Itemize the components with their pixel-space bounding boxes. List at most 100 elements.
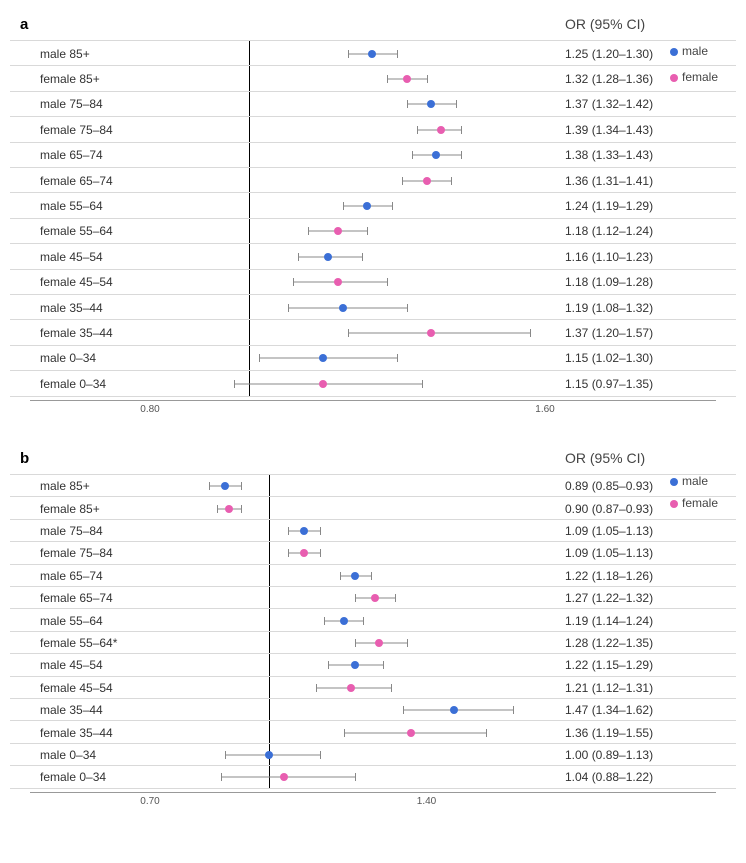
row-label: male 45–54 bbox=[40, 658, 103, 672]
ci-cap-high bbox=[367, 227, 368, 235]
row-label: female 0–34 bbox=[40, 770, 106, 784]
ci-cap-low bbox=[344, 729, 345, 737]
male-point-icon bbox=[300, 527, 308, 535]
forest-row: female 75–841.09 (1.05–1.13) bbox=[10, 541, 736, 564]
ci-cap-high bbox=[320, 751, 321, 759]
ci-cap-low bbox=[348, 50, 349, 58]
ci-cap-low bbox=[259, 354, 260, 362]
forest-row: female 45–541.18 (1.09–1.28) bbox=[10, 269, 736, 295]
male-point-icon bbox=[221, 482, 229, 490]
forest-row: male 35–44 1.47 (1.34–1.62) bbox=[10, 698, 736, 721]
ci-cap-low bbox=[234, 380, 235, 388]
ci-cap-high bbox=[392, 202, 393, 210]
male-point-icon bbox=[427, 100, 435, 108]
row-or-value: 1.18 (1.12–1.24) bbox=[565, 224, 653, 238]
ci-cap-low bbox=[293, 278, 294, 286]
ci-cap-low bbox=[403, 706, 404, 714]
row-label: male 65–74 bbox=[40, 148, 103, 162]
ci-cap-high bbox=[383, 661, 384, 669]
row-label: male 45–54 bbox=[40, 250, 103, 264]
ci-cap-high bbox=[241, 482, 242, 490]
row-or-value: 1.18 (1.09–1.28) bbox=[565, 275, 653, 289]
row-label: female 65–74 bbox=[40, 174, 113, 188]
forest-row: female 0–341.04 (0.88–1.22) bbox=[10, 765, 736, 788]
column-header-or: OR (95% CI) bbox=[565, 450, 645, 466]
ci-cap-low bbox=[298, 253, 299, 261]
ci-cap-high bbox=[486, 729, 487, 737]
forest-plot-panel-b: bOR (95% CI)malefemalemale 85+0.89 (0.85… bbox=[10, 444, 736, 824]
row-or-value: 1.09 (1.05–1.13) bbox=[565, 524, 653, 538]
forest-row: male 75–84 1.09 (1.05–1.13) bbox=[10, 519, 736, 542]
row-or-value: 1.38 (1.33–1.43) bbox=[565, 148, 653, 162]
ci-cap-low bbox=[402, 177, 403, 185]
male-point-icon bbox=[363, 202, 371, 210]
row-label: male 75–84 bbox=[40, 524, 103, 538]
female-point-icon bbox=[371, 594, 379, 602]
male-point-icon bbox=[324, 253, 332, 261]
ci-cap-high bbox=[397, 50, 398, 58]
ci-cap-high bbox=[427, 75, 428, 83]
row-or-value: 0.90 (0.87–0.93) bbox=[565, 502, 653, 516]
forest-row: female 0–341.15 (0.97–1.35) bbox=[10, 370, 736, 396]
ci-cap-high bbox=[407, 639, 408, 647]
x-axis-line bbox=[30, 400, 716, 401]
forest-row: male 55–64 1.19 (1.14–1.24) bbox=[10, 608, 736, 631]
forest-row: female 55–64*1.28 (1.22–1.35) bbox=[10, 631, 736, 654]
male-point-icon bbox=[339, 304, 347, 312]
ci-cap-high bbox=[461, 126, 462, 134]
row-or-value: 1.37 (1.32–1.42) bbox=[565, 97, 653, 111]
row-label: male 85+ bbox=[40, 479, 90, 493]
row-or-value: 1.37 (1.20–1.57) bbox=[565, 326, 653, 340]
row-label: male 55–64 bbox=[40, 614, 103, 628]
row-or-value: 0.89 (0.85–0.93) bbox=[565, 479, 653, 493]
female-point-icon bbox=[319, 380, 327, 388]
row-or-value: 1.47 (1.34–1.62) bbox=[565, 703, 653, 717]
forest-row: female 35–441.36 (1.19–1.55) bbox=[10, 720, 736, 743]
row-or-value: 1.27 (1.22–1.32) bbox=[565, 591, 653, 605]
ci-cap-low bbox=[387, 75, 388, 83]
ci-cap-high bbox=[241, 505, 242, 513]
ci-cap-high bbox=[363, 617, 364, 625]
forest-row: male 85+ 0.89 (0.85–0.93) bbox=[10, 474, 736, 497]
ci-cap-low bbox=[343, 202, 344, 210]
ci-cap-low bbox=[288, 527, 289, 535]
forest-row: female 75–841.39 (1.34–1.43) bbox=[10, 116, 736, 142]
row-label: female 35–44 bbox=[40, 326, 113, 340]
ci-cap-low bbox=[225, 751, 226, 759]
row-or-value: 1.24 (1.19–1.29) bbox=[565, 199, 653, 213]
forest-plot-panel-a: aOR (95% CI)malefemalemale 85+1.25 (1.20… bbox=[10, 10, 736, 430]
forest-row: male 75–841.37 (1.32–1.42) bbox=[10, 91, 736, 117]
ci-cap-low bbox=[209, 482, 210, 490]
forest-row: female 65–741.36 (1.31–1.41) bbox=[10, 167, 736, 193]
male-point-icon bbox=[450, 706, 458, 714]
row-or-value: 1.28 (1.22–1.35) bbox=[565, 636, 653, 650]
forest-row: female 45–541.21 (1.12–1.31) bbox=[10, 676, 736, 699]
ci-whisker bbox=[288, 307, 407, 308]
x-tick-label: 1.40 bbox=[417, 796, 436, 807]
female-point-icon bbox=[423, 177, 431, 185]
x-axis-line bbox=[30, 792, 716, 793]
ci-cap-low bbox=[340, 572, 341, 580]
forest-row: female 55–641.18 (1.12–1.24) bbox=[10, 218, 736, 244]
female-point-icon bbox=[403, 75, 411, 83]
ci-cap-low bbox=[348, 329, 349, 337]
x-tick-label: 0.80 bbox=[140, 404, 159, 415]
ci-cap-low bbox=[412, 151, 413, 159]
female-point-icon bbox=[427, 329, 435, 337]
row-label: female 85+ bbox=[40, 72, 100, 86]
row-label: male 35–44 bbox=[40, 301, 103, 315]
male-point-icon bbox=[265, 751, 273, 759]
ci-cap-low bbox=[324, 617, 325, 625]
forest-row: female 65–741.27 (1.22–1.32) bbox=[10, 586, 736, 609]
ci-cap-low bbox=[355, 594, 356, 602]
row-label: male 35–44 bbox=[40, 703, 103, 717]
ci-cap-high bbox=[513, 706, 514, 714]
ci-cap-low bbox=[417, 126, 418, 134]
row-label: female 75–84 bbox=[40, 123, 113, 137]
row-or-value: 1.19 (1.14–1.24) bbox=[565, 614, 653, 628]
ci-cap-high bbox=[461, 151, 462, 159]
forest-row: female 85+ 1.32 (1.28–1.36) bbox=[10, 65, 736, 91]
forest-row: male 65–741.22 (1.18–1.26) bbox=[10, 564, 736, 587]
ci-cap-high bbox=[371, 572, 372, 580]
row-or-value: 1.32 (1.28–1.36) bbox=[565, 72, 653, 86]
